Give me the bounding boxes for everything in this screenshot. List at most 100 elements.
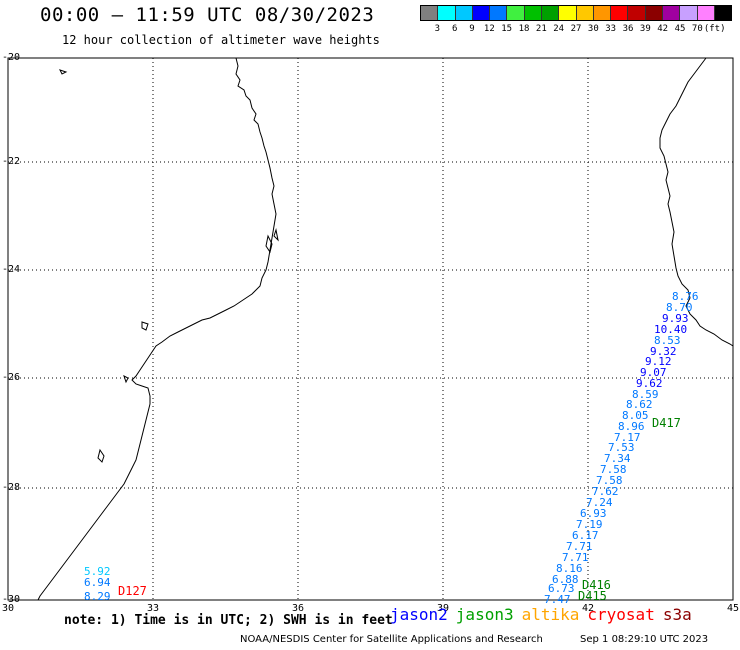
latitude-label: -26 xyxy=(2,372,21,383)
scale-label: 3 xyxy=(434,24,441,34)
scale-label: 18 xyxy=(518,24,530,34)
scale-swatch xyxy=(541,6,560,20)
map-frame xyxy=(7,57,734,601)
scale-swatch xyxy=(507,6,525,20)
swh-reading: 8.16 xyxy=(556,562,583,575)
scale-swatch xyxy=(490,6,508,20)
pass-label: D127 xyxy=(118,584,147,598)
swh-reading: 9.12 xyxy=(645,355,672,368)
swh-reading: 5.92 xyxy=(84,565,111,578)
scale-label: 6 xyxy=(451,24,458,34)
swh-reading: 8.96 xyxy=(618,420,645,433)
map-title: 00:00 – 11:59 UTC 08/30/2023 xyxy=(40,4,375,26)
pass-label: D415 xyxy=(578,589,607,603)
swh-reading: 9.93 xyxy=(662,312,689,325)
scale-swatch xyxy=(662,6,681,20)
swh-reading: 6.94 xyxy=(84,576,111,589)
generated-timestamp: Sep 1 08:29:10 UTC 2023 xyxy=(580,634,709,645)
scale-label: 27 xyxy=(570,24,582,34)
scale-swatch xyxy=(611,6,629,20)
bazaruto-islands xyxy=(59,69,279,254)
swh-reading: 8.70 xyxy=(666,301,693,314)
scale-label: (ft) xyxy=(703,24,726,34)
scale-swatch xyxy=(472,6,491,20)
longitude-label: 39 xyxy=(437,603,450,614)
scale-swatch xyxy=(438,6,456,20)
latitude-label: -20 xyxy=(2,52,21,63)
swh-reading: 7.71 xyxy=(566,540,593,553)
scale-swatch xyxy=(714,6,732,20)
longitude-label: 45 xyxy=(727,603,740,614)
scale-swatch xyxy=(559,6,577,20)
swh-reading: 10.40 xyxy=(654,323,688,336)
swh-reading: 6.73 xyxy=(548,582,575,595)
swh-reading: 8.62 xyxy=(626,398,653,411)
madagascar-coastline xyxy=(659,57,734,347)
color-scale-swatches xyxy=(420,5,732,21)
swh-reading: 7.47 xyxy=(544,593,571,606)
swh-reading: 7.62 xyxy=(592,485,619,498)
longitude-label: 42 xyxy=(582,603,595,614)
pass-label: D416 xyxy=(582,578,611,592)
swh-reading: 7.24 xyxy=(586,496,613,509)
scale-label: 70 xyxy=(691,24,703,34)
swh-reading: 9.62 xyxy=(636,377,663,390)
swh-reading: 7.53 xyxy=(608,441,635,454)
longitude-label: 33 xyxy=(147,603,160,614)
footer-credit: NOAA/NESDIS Center for Satellite Applica… xyxy=(240,634,543,645)
scale-label: 9 xyxy=(469,24,475,34)
longitude-label: 30 xyxy=(2,603,15,614)
longitude-label: 36 xyxy=(292,603,305,614)
africa-coastline xyxy=(37,57,277,601)
swh-reading: 7.34 xyxy=(604,452,631,465)
legend-entry: jason2 xyxy=(390,605,448,624)
swh-reading: 7.19 xyxy=(576,518,603,531)
swh-reading: 8.59 xyxy=(632,388,659,401)
scale-swatch xyxy=(576,6,594,20)
scale-swatch xyxy=(628,6,646,20)
swh-reading: 7.58 xyxy=(596,474,623,487)
color-scale: 3 6 9 12 15 18 21 24 27 30 33 36 39 42 45 70 (ft) xyxy=(420,5,732,36)
swh-reading: 6.88 xyxy=(552,573,579,586)
swh-reading: 9.32 xyxy=(650,345,677,358)
legend-entry: cryosat xyxy=(587,605,655,624)
scale-swatch xyxy=(593,6,612,20)
scale-swatch xyxy=(455,6,473,20)
map-subtitle: 12 hour collection of altimeter wave hei… xyxy=(62,33,380,47)
latitude-label: -30 xyxy=(2,594,21,605)
swh-reading: 8.05 xyxy=(622,409,649,422)
swh-reading: 8.29 xyxy=(84,590,111,603)
scale-label: 36 xyxy=(622,24,634,34)
scale-label: 21 xyxy=(535,24,547,34)
map-gridlines xyxy=(8,58,733,600)
scale-label: 45 xyxy=(674,24,686,34)
scale-swatch xyxy=(524,6,542,20)
inhaca-island xyxy=(97,321,149,463)
scale-label: 39 xyxy=(639,24,651,34)
map-note: note: 1) Time is in UTC; 2) SWH is in fe… xyxy=(64,613,393,628)
scale-label: 42 xyxy=(657,24,669,34)
pass-label: D417 xyxy=(652,416,681,430)
scale-label: 15 xyxy=(501,24,513,34)
swh-reading: 8.53 xyxy=(654,334,681,347)
scale-swatch xyxy=(645,6,663,20)
latitude-label: -28 xyxy=(2,482,21,493)
swh-reading: 7.71 xyxy=(562,551,589,564)
swh-reading: 8.76 xyxy=(672,290,699,303)
swh-reading: 7.17 xyxy=(614,431,641,444)
scale-swatch xyxy=(697,6,715,20)
scale-label: 24 xyxy=(553,24,565,34)
scale-label: 30 xyxy=(587,24,599,34)
scale-swatch xyxy=(680,6,698,20)
satellite-legend: jason2 jason3 altika cryosat s3a xyxy=(390,605,700,624)
swh-reading: 9.07 xyxy=(640,366,667,379)
latitude-label: -24 xyxy=(2,264,21,275)
scale-label: 12 xyxy=(483,24,495,34)
scale-swatch xyxy=(421,6,439,20)
swh-reading: 6.93 xyxy=(580,507,607,520)
legend-entry: s3a xyxy=(662,605,692,624)
legend-entry: altika xyxy=(521,605,580,624)
latitude-label: -22 xyxy=(2,156,21,167)
scale-label: 33 xyxy=(605,24,617,34)
